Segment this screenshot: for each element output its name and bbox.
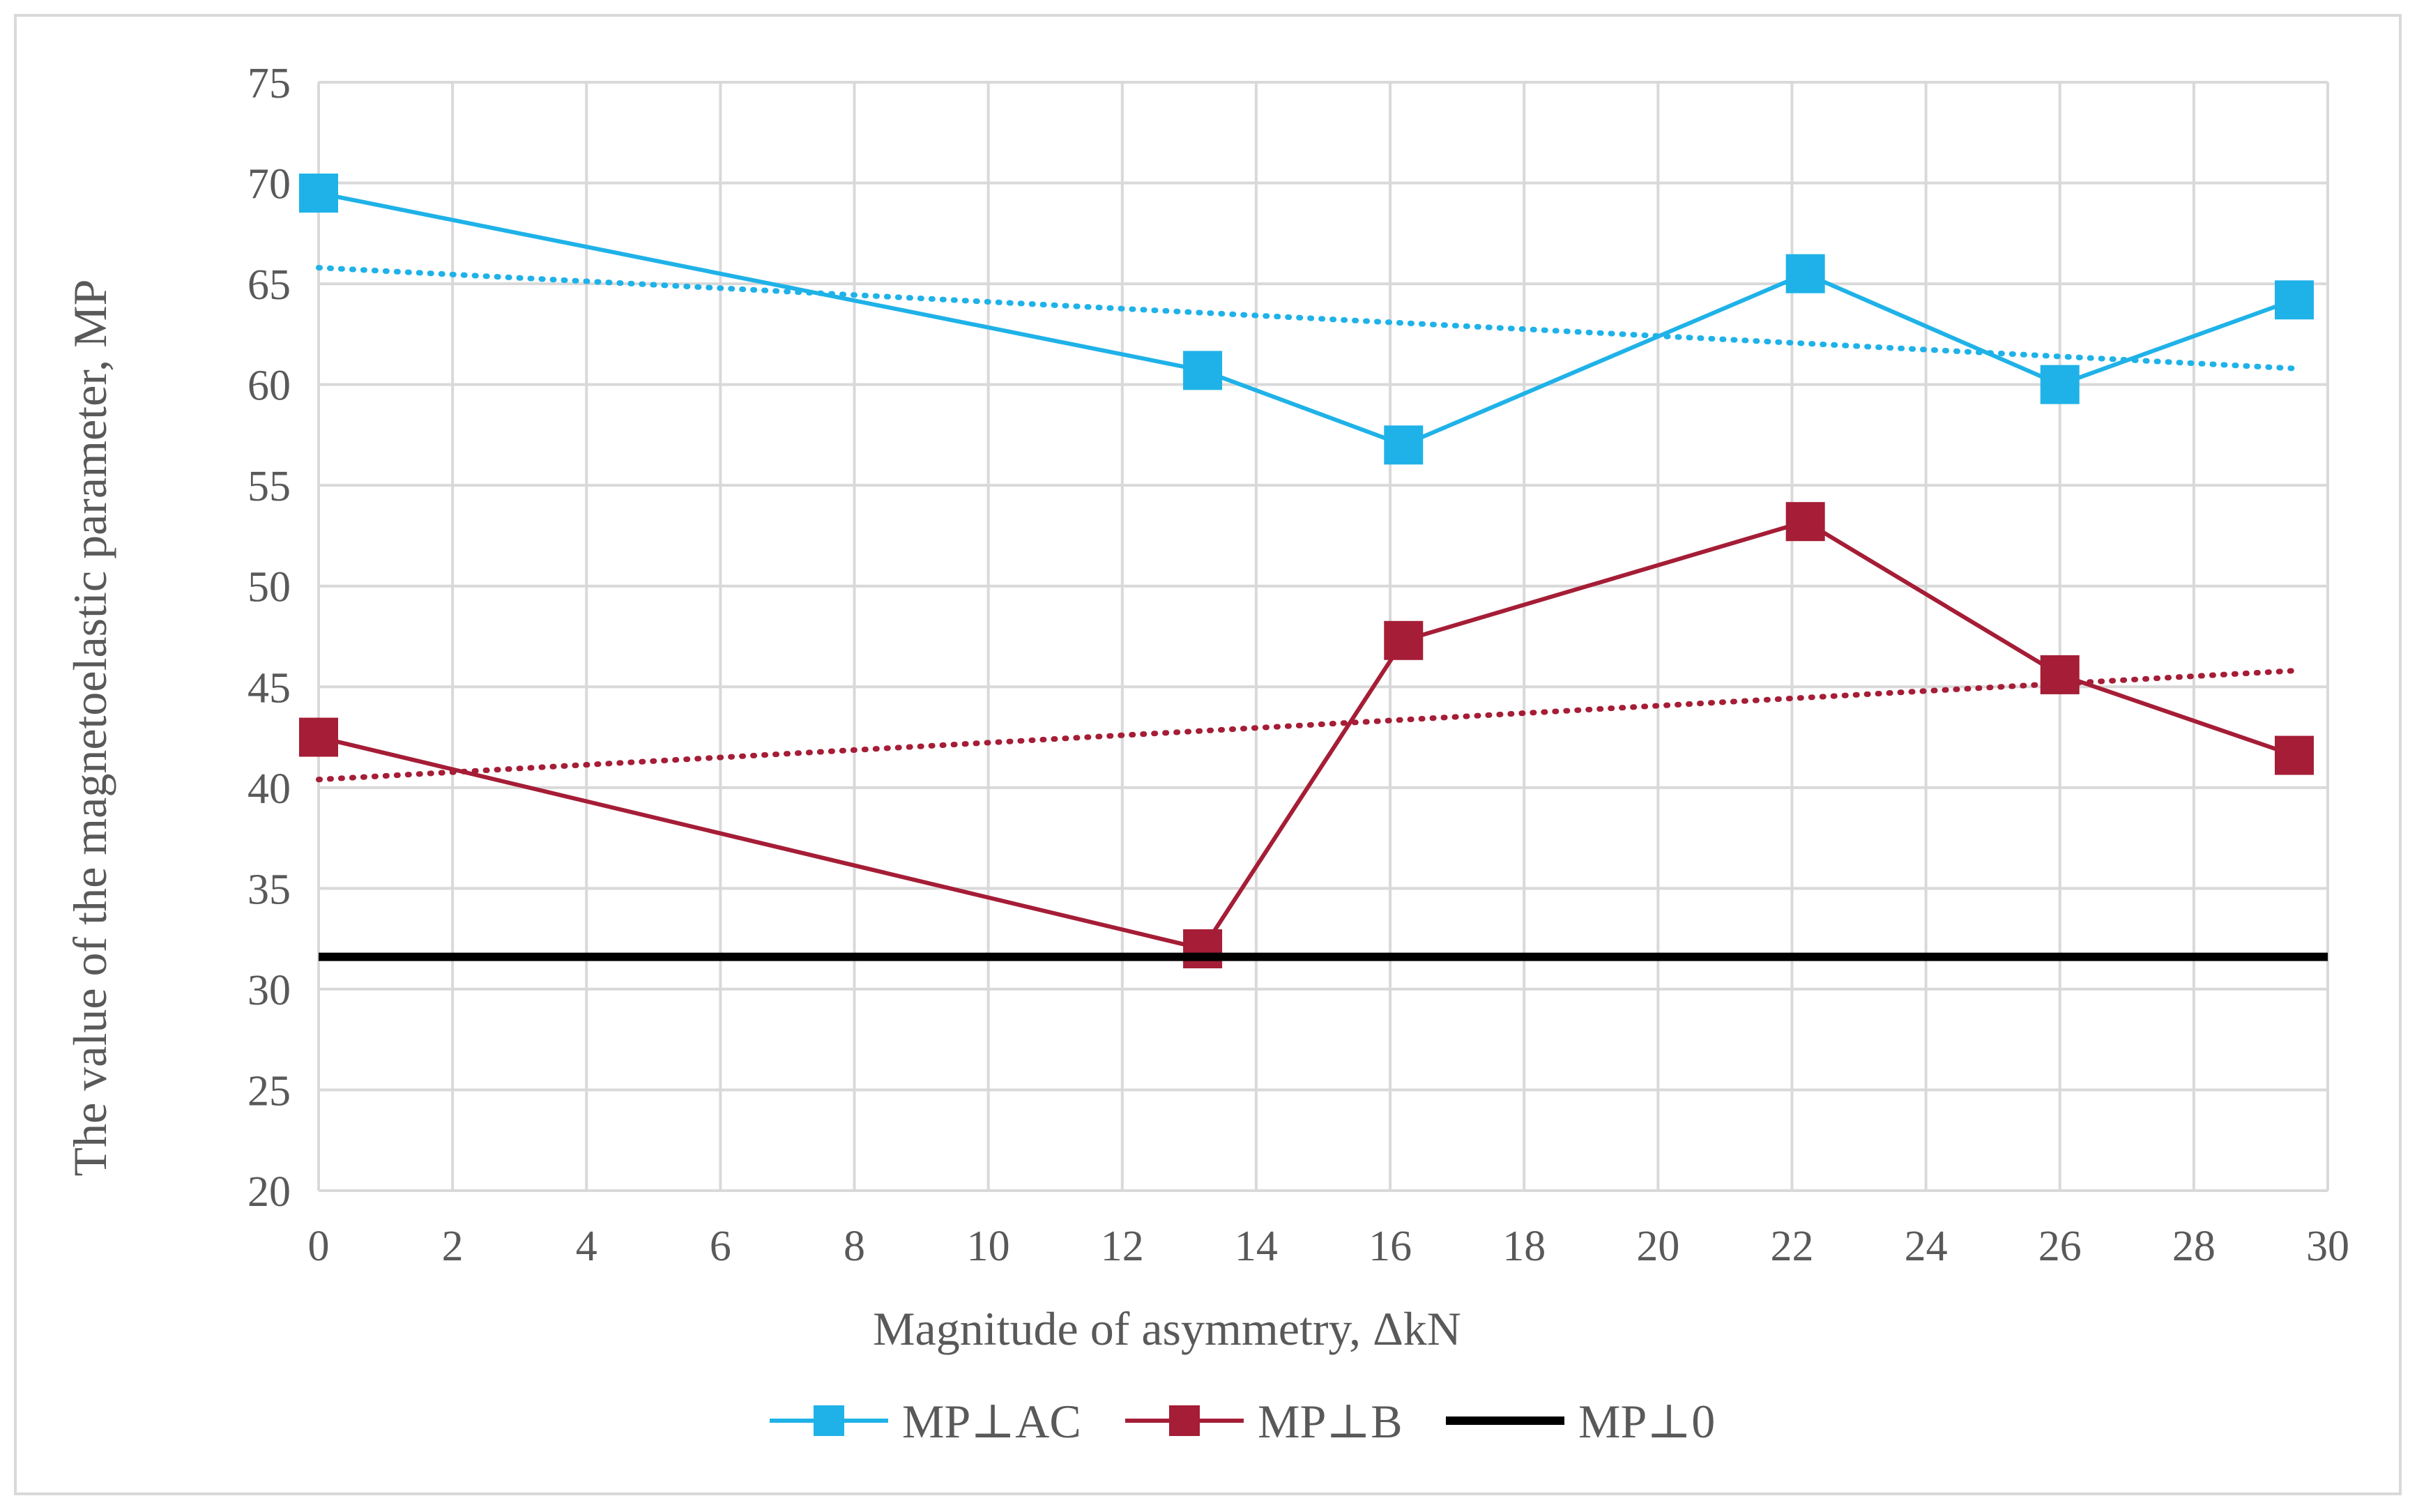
legend-label: MP⊥0	[1578, 1395, 1715, 1448]
y-axis-label: The value of the magnetoelastic paramete…	[63, 280, 116, 1177]
y-tick-label: 35	[247, 866, 291, 913]
data-point	[2274, 735, 2314, 775]
grid-lines	[317, 81, 2329, 1192]
data-point	[2040, 365, 2080, 404]
legend: MP⊥AC MP⊥B MP⊥0	[770, 1395, 1715, 1448]
chart-frame: 20 25 30 35 40 45 50 55 60 65 70 75 0 2 4 6 8 10 12 14 16 18 2…	[14, 14, 2402, 1495]
y-tick-label: 45	[247, 664, 291, 712]
x-tick-label: 30	[2306, 1223, 2349, 1270]
y-tick-label: 25	[247, 1067, 291, 1115]
x-tick-label: 10	[967, 1223, 1010, 1270]
legend-swatch-marker	[1169, 1405, 1200, 1436]
y-tick-label: 30	[247, 967, 291, 1014]
x-tick-label: 18	[1502, 1223, 1546, 1270]
y-tick-label: 70	[247, 161, 291, 208]
x-tick-label: 2	[442, 1223, 464, 1270]
data-point	[1785, 254, 1825, 293]
series-line	[318, 519, 2295, 952]
x-tick-label: 16	[1368, 1223, 1412, 1270]
x-tick-label: 28	[2172, 1223, 2216, 1270]
trendline	[316, 668, 2297, 783]
x-tick-label: 0	[308, 1223, 330, 1270]
legend-label: MP⊥B	[1258, 1395, 1403, 1448]
series-line	[318, 191, 2295, 448]
x-axis-label: Magnitude of asymmetry, ΔkN	[873, 1302, 1461, 1355]
data-point	[1384, 425, 1424, 465]
x-tick-label: 6	[710, 1223, 731, 1270]
x-tick-label: 26	[2038, 1223, 2082, 1270]
legend-label: MP⊥AC	[902, 1395, 1081, 1448]
data-point	[1785, 502, 1825, 542]
data-point	[1183, 929, 1223, 969]
legend-swatch-marker	[814, 1405, 844, 1436]
y-tick-label: 60	[247, 362, 291, 410]
y-tick-label: 75	[247, 60, 291, 107]
y-tick-label: 55	[247, 463, 291, 510]
x-tick-label: 8	[844, 1223, 865, 1270]
data-point	[2040, 655, 2080, 694]
data-point	[2274, 280, 2314, 320]
x-tick-label: 22	[1770, 1223, 1813, 1270]
x-tick-label: 14	[1235, 1223, 1278, 1270]
data-point	[1384, 620, 1424, 660]
x-tick-label: 4	[576, 1223, 597, 1270]
data-point	[299, 717, 338, 757]
y-tick-label: 40	[247, 765, 291, 813]
data-point	[299, 174, 338, 213]
x-tick-label: 20	[1636, 1223, 1679, 1270]
trendline	[316, 264, 2297, 372]
x-tick-label: 12	[1101, 1223, 1144, 1270]
series-layer	[299, 174, 2328, 969]
x-tick-label: 24	[1905, 1223, 1948, 1270]
y-tick-label: 20	[247, 1168, 291, 1216]
y-tick-label: 65	[247, 261, 291, 309]
data-point	[1183, 351, 1223, 390]
y-tick-label: 50	[247, 564, 291, 611]
